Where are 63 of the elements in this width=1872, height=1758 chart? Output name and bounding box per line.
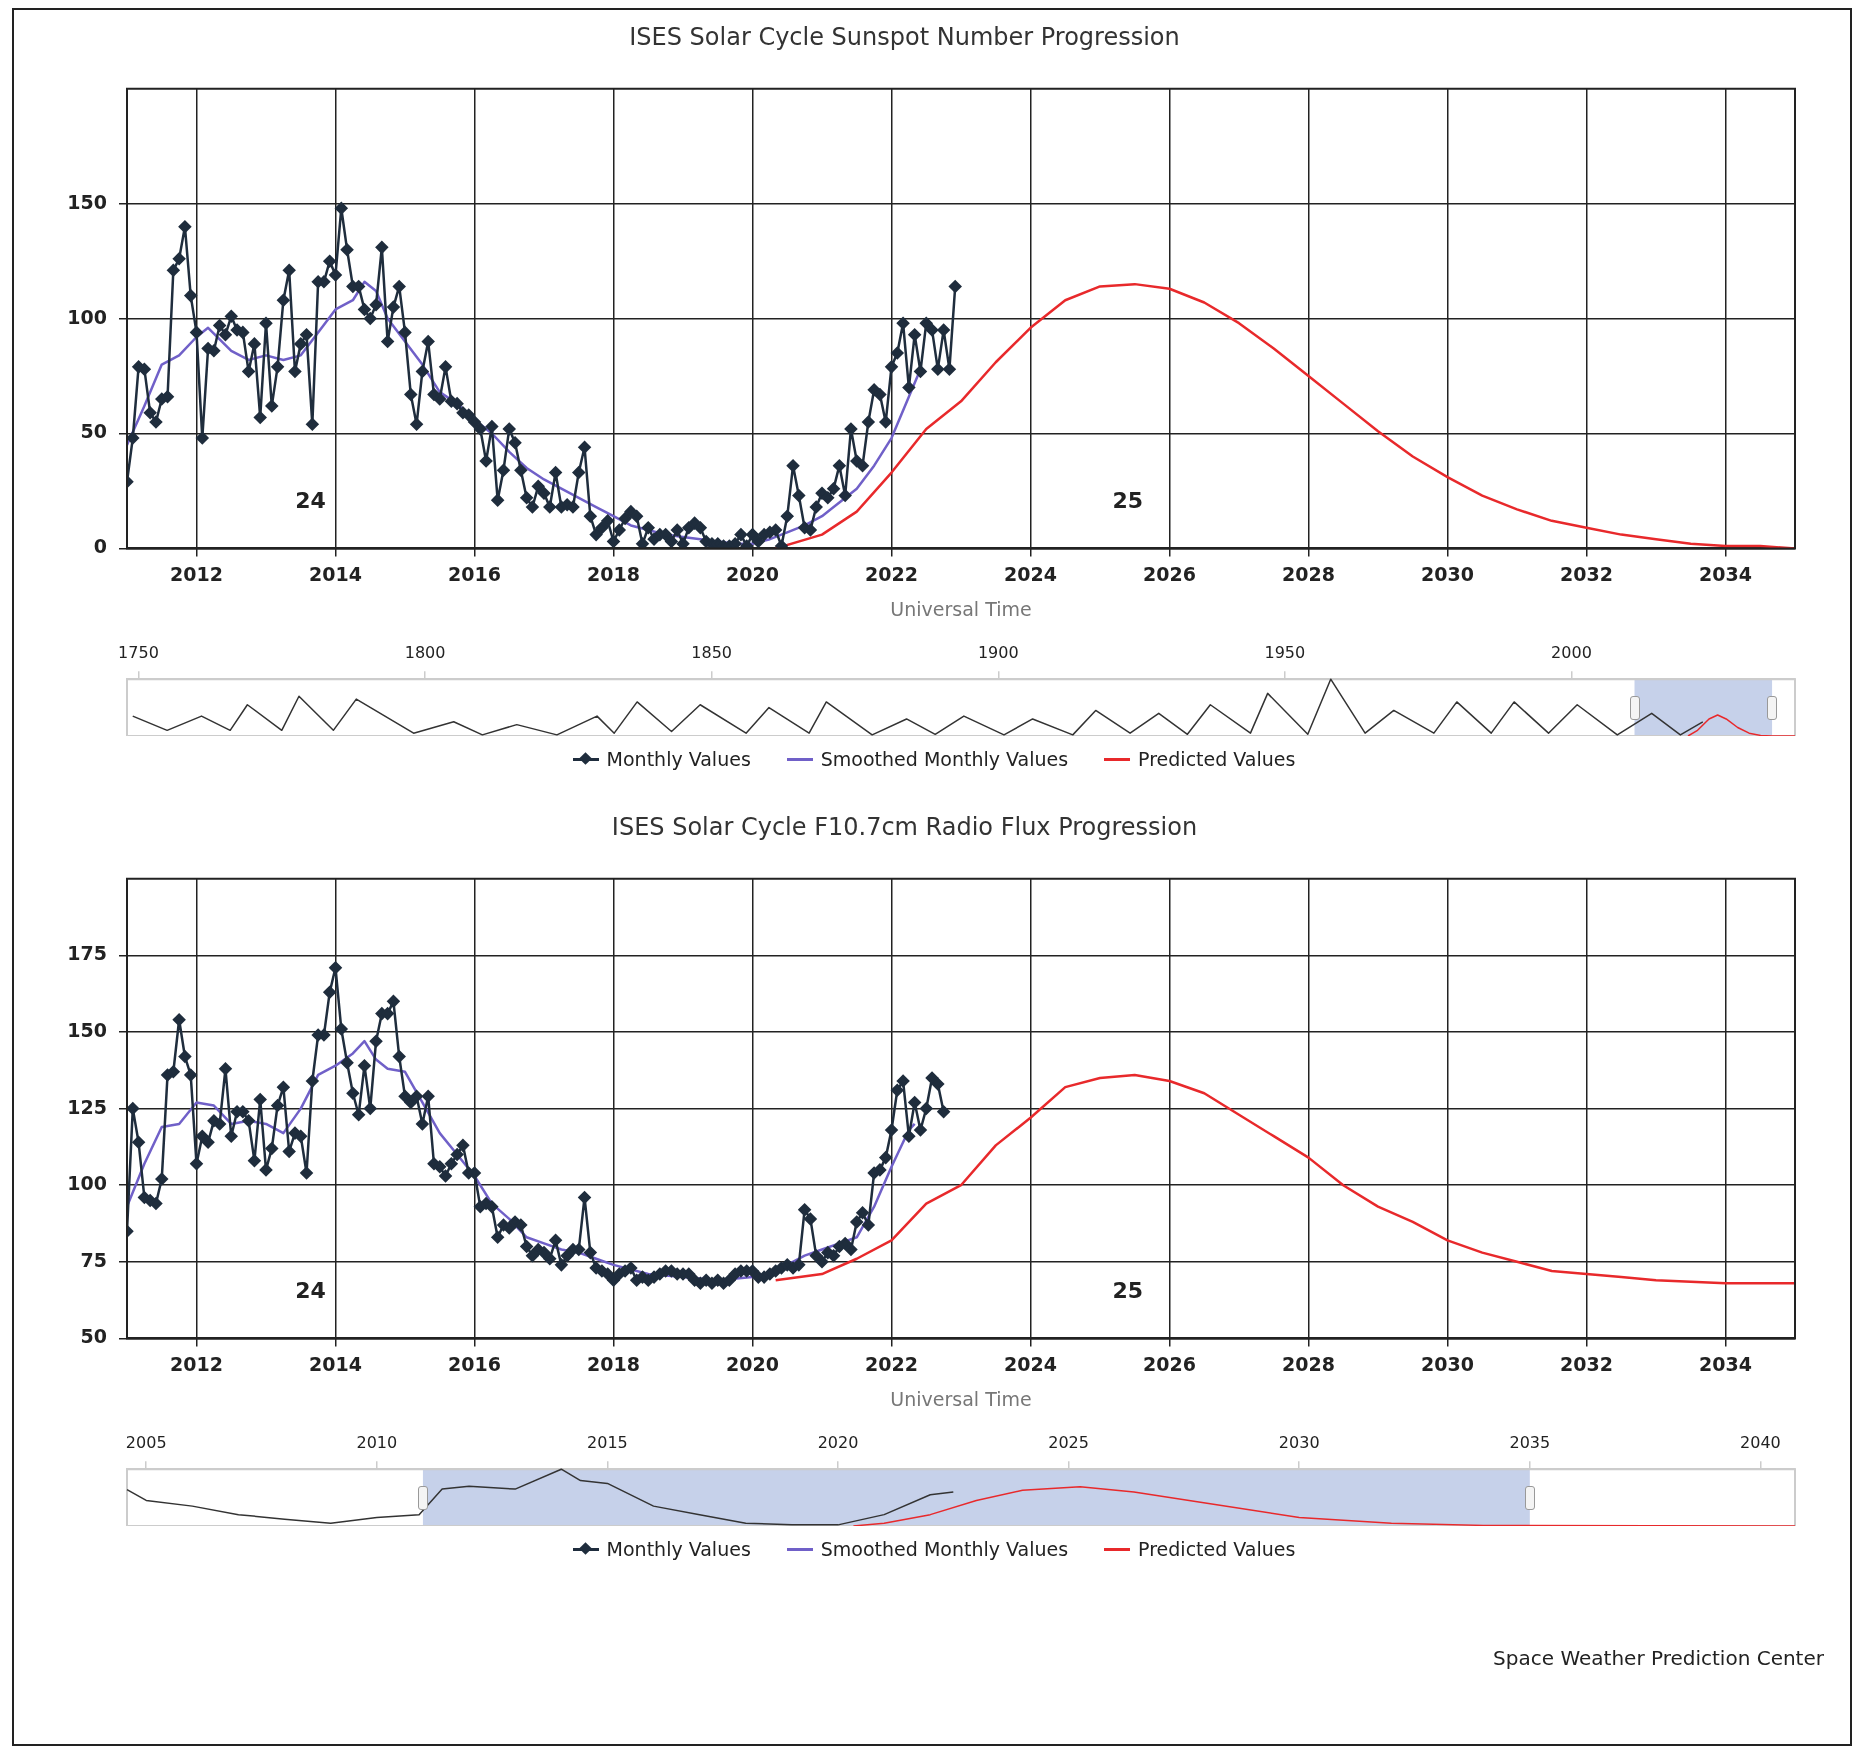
x-tick-label: 2032: [1560, 1352, 1613, 1375]
x-tick-label: 1850: [691, 642, 733, 662]
text: Space Weather Prediction Center: [1493, 1646, 1824, 1670]
x-tick-label: 2010: [356, 1432, 398, 1452]
x-tick-label: 2020: [817, 1432, 859, 1452]
legend-label: Monthly Values: [606, 1538, 751, 1560]
x-tick-label: 2024: [1004, 1352, 1057, 1375]
x-tick-label: 2000: [1551, 642, 1592, 662]
x-tick-label: 2012: [170, 562, 223, 585]
x-tick-label: 2014: [309, 1352, 362, 1375]
y-tick-label: 50: [80, 1325, 107, 1348]
legend-label: Predicted Values: [1138, 1538, 1296, 1560]
x-tick-label: 2030: [1278, 1432, 1320, 1452]
annotation: 25: [1112, 488, 1144, 514]
x-tick-label: 1800: [404, 642, 446, 662]
chart-title: ISES Solar Cycle F10.7cm Radio Flux Progression: [611, 812, 1198, 841]
legend-label: Monthly Values: [606, 748, 751, 770]
x-tick-label: 2005: [125, 1432, 167, 1452]
x-tick-label: 2040: [1740, 1432, 1781, 1452]
x-tick-label: 1950: [1264, 642, 1306, 662]
x-tick-label: 2015: [587, 1432, 628, 1452]
y-tick-label: 150: [67, 190, 107, 213]
x-tick-label: 2030: [1421, 1352, 1474, 1375]
x-tick-label: 2022: [865, 562, 918, 585]
x-tick-label: 2014: [309, 562, 362, 585]
y-tick-label: 100: [67, 1172, 107, 1195]
x-tick-label: 2012: [170, 1352, 223, 1375]
chart-title: ISES Solar Cycle Sunspot Number Progression: [629, 22, 1180, 51]
x-tick-label: 2022: [865, 1352, 918, 1375]
y-tick-label: 50: [80, 420, 107, 443]
x-tick-label: 2018: [587, 562, 640, 585]
x-tick-label: 1900: [977, 642, 1019, 662]
x-tick-label: 2028: [1282, 562, 1335, 585]
x-tick-label: 2024: [1004, 562, 1057, 585]
x-tick-label: 2020: [726, 562, 779, 585]
x-tick-label: 2035: [1509, 1432, 1551, 1452]
y-tick-label: 175: [67, 942, 107, 965]
x-tick-label: 2016: [448, 562, 501, 585]
x-tick-label: 2028: [1282, 1352, 1335, 1375]
y-tick-label: 100: [67, 305, 107, 328]
y-tick-label: 75: [80, 1248, 107, 1271]
x-tick-label: 2032: [1560, 562, 1613, 585]
x-axis-title: Universal Time: [890, 597, 1032, 620]
annotation: 24: [295, 1278, 326, 1304]
x-tick-label: 2034: [1699, 1352, 1752, 1375]
x-tick-label: 2025: [1048, 1432, 1089, 1452]
annotation: 25: [1112, 1278, 1144, 1304]
y-tick-label: 0: [93, 535, 107, 558]
x-axis-title: Universal Time: [890, 1387, 1032, 1410]
y-tick-label: 150: [67, 1018, 107, 1041]
legend-label: Smoothed Monthly Values: [820, 748, 1069, 770]
y-tick-label: 125: [67, 1095, 107, 1118]
x-tick-label: 1750: [118, 642, 159, 662]
x-tick-label: 2026: [1143, 1352, 1196, 1375]
x-tick-label: 2016: [448, 1352, 501, 1375]
annotation: 24: [295, 488, 326, 514]
x-tick-label: 2026: [1143, 562, 1196, 585]
x-tick-label: 2018: [587, 1352, 640, 1375]
x-tick-label: 2020: [726, 1352, 779, 1375]
legend-label: Smoothed Monthly Values: [820, 1538, 1069, 1560]
x-tick-label: 2030: [1421, 562, 1474, 585]
x-tick-label: 2034: [1699, 562, 1752, 585]
legend-label: Predicted Values: [1138, 748, 1296, 770]
